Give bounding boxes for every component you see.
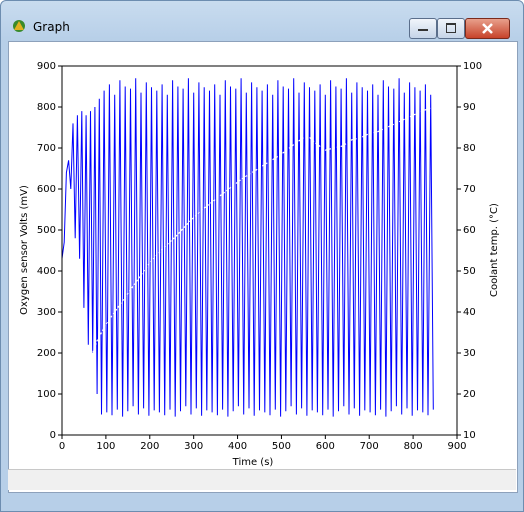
y-tick-label: 0 [50, 430, 56, 441]
y-tick-label: 600 [37, 184, 56, 195]
y-tick-label: 400 [37, 266, 56, 277]
x-tick-label: 200 [140, 441, 159, 452]
y-tick-label: 500 [37, 225, 56, 236]
y2-axis-label: Coolant temp. (°C) [489, 203, 500, 297]
y-tick-label: 200 [37, 348, 56, 359]
plot-frame [61, 65, 458, 436]
window-title: Graph [33, 20, 70, 34]
status-bar [8, 469, 516, 490]
y2-tick-label: 60 [463, 225, 476, 236]
title-bar: Graph [1, 1, 523, 39]
y-tick-label: 100 [37, 389, 56, 400]
x-tick-label: 900 [447, 441, 466, 452]
y2-tick-label: 70 [463, 184, 476, 195]
maximize-button[interactable] [437, 18, 465, 39]
x-tick-label: 500 [272, 441, 291, 452]
signal-line [61, 78, 434, 417]
y-tick-label: 900 [37, 61, 56, 72]
y2-tick-label: 80 [463, 143, 476, 154]
x-tick-label: 700 [360, 441, 379, 452]
app-icon [13, 20, 25, 32]
y2-tick-label: 50 [463, 266, 476, 277]
y2-tick-label: 40 [463, 307, 476, 318]
close-icon [482, 23, 493, 34]
x-tick-label: 0 [59, 441, 65, 452]
y2-tick-label: 90 [463, 102, 476, 113]
y-axis-label: Oxygen sensor Volts (mV) [19, 185, 30, 315]
y-tick-label: 800 [37, 102, 56, 113]
y2-tick-label: 100 [463, 61, 482, 72]
y-tick-label: 700 [37, 143, 56, 154]
x-tick-label: 400 [228, 441, 247, 452]
y2-tick-label: 30 [463, 348, 476, 359]
y2-tick-label: 10 [463, 430, 476, 441]
minimize-button[interactable] [409, 18, 437, 39]
x-tick-label: 600 [316, 441, 335, 452]
x-tick-label: 300 [184, 441, 203, 452]
x-tick-label: 100 [96, 441, 115, 452]
y-tick-label: 300 [37, 307, 56, 318]
y2-tick-label: 20 [463, 389, 476, 400]
x-tick-label: 800 [404, 441, 423, 452]
x-axis-label: Time (s) [232, 457, 274, 468]
close-button[interactable] [465, 18, 510, 39]
